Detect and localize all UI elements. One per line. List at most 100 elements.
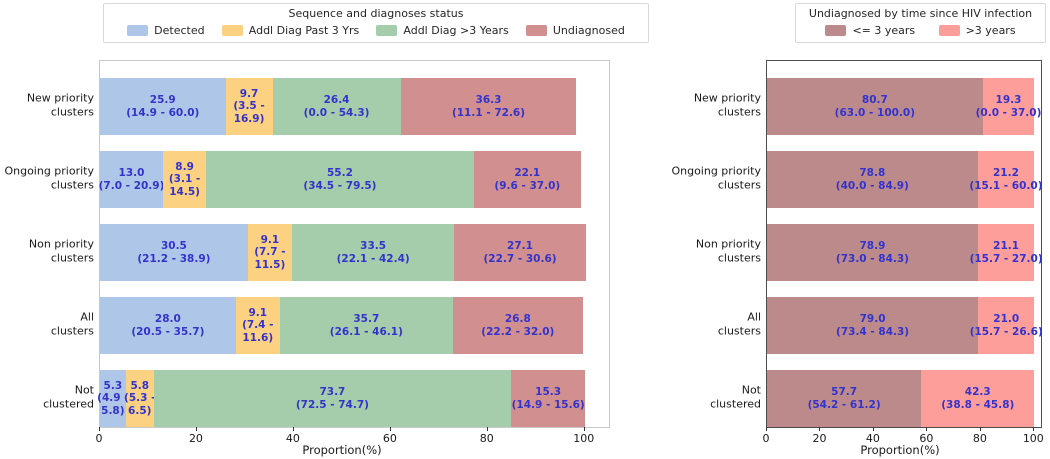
legend-swatch-icon: [525, 25, 547, 36]
x-tick-mark: [583, 427, 585, 431]
bar-segment: 36.3 (11.1 - 72.6): [400, 78, 577, 135]
x-tick-label: 40: [865, 432, 880, 445]
bar-segment: 26.8 (22.2 - 32.0): [452, 297, 583, 354]
y-tick-label: Non priority clusters: [695, 237, 761, 265]
bar-value-label: 21.1 (15.7 - 27.0): [969, 240, 1043, 265]
bar-value-label: 35.7 (26.1 - 46.1): [329, 313, 403, 338]
y-tick-label: Not clustered: [710, 383, 761, 411]
bar-row: 13.0 (7.0 - 20.9) 8.9 (3.1 - 14.5) 55.2 (3…: [99, 151, 609, 208]
bar-segment: 5.8 (5.3 - 6.5): [124, 370, 155, 427]
legend-item-label: Addl Diag >3 Years: [403, 24, 509, 37]
bar-value-label: 55.2 (34.5 - 79.5): [303, 167, 377, 192]
bar-row: 28.0 (20.5 - 35.7) 9.1 (7.4 - 11.6) 35.7 (…: [100, 297, 609, 354]
x-tick-mark: [819, 427, 821, 431]
x-tick-label: 80: [972, 432, 987, 445]
bar-row: 25.9 (14.9 - 60.0) 9.7 (3.5 - 16.9) 26.4 (…: [100, 78, 609, 135]
y-tick-label: New priority clusters: [26, 91, 94, 119]
bar-segment: 8.9 (3.1 - 14.5): [163, 151, 207, 208]
legend-item: <= 3 years: [825, 24, 915, 37]
bar-value-label: 8.9 (3.1 - 14.5): [168, 160, 201, 198]
bar-segment: 19.3 (0.0 - 37.0): [976, 78, 1041, 135]
bar-row: 78.8 (40.0 - 84.9) 21.2 (15.1 - 60.0): [767, 151, 1043, 208]
bar-segment: 30.5 (21.2 - 38.9): [100, 224, 248, 281]
bar-value-label: 79.0 (73.4 - 84.3): [836, 313, 910, 338]
bar-row: 80.7 (63.0 - 100.0) 19.3 (0.0 - 37.0): [767, 78, 1041, 135]
bar-segment: 25.9 (14.9 - 60.0): [100, 78, 226, 135]
legend-title: Sequence and diagnoses status: [288, 7, 464, 20]
legend-item: Detected: [127, 24, 205, 37]
bar-segment: 21.1 (15.7 - 27.0): [970, 224, 1043, 281]
bar-segment: 15.3 (14.9 - 15.6): [511, 370, 586, 427]
x-tick-label: 80: [479, 432, 494, 445]
bar-value-label: 19.3 (0.0 - 37.0): [975, 94, 1042, 119]
bar-row: 57.7 (54.2 - 61.2) 42.3 (38.8 - 45.8): [767, 370, 1041, 427]
bar-segment: 78.8 (40.0 - 84.9): [767, 151, 978, 208]
bar-segment: 79.0 (73.4 - 84.3): [767, 297, 979, 354]
legend-item: Undiagnosed: [525, 24, 625, 37]
bar-value-label: 9.1 (7.4 - 11.6): [242, 306, 274, 344]
plot-area: 25.9 (14.9 - 60.0) 9.7 (3.5 - 16.9) 26.4 (…: [97, 60, 610, 428]
bar-segment: 5.3 (4.9 - 5.8): [97, 370, 129, 427]
bar-row: 79.0 (73.4 - 84.3) 21.0 (15.7 - 26.6): [767, 297, 1043, 354]
bar-segment: 9.1 (7.7 - 11.5): [247, 224, 292, 281]
bar-row: 30.5 (21.2 - 38.9) 9.1 (7.7 - 11.5) 33.5 (…: [100, 224, 609, 281]
bar-value-label: 73.7 (72.5 - 74.7): [295, 386, 369, 411]
x-axis-label: Proportion(%): [302, 443, 382, 457]
bar-segment: 80.7 (63.0 - 100.0): [767, 78, 983, 135]
x-tick-label: 60: [919, 432, 934, 445]
y-tick-label: Ongoing priority clusters: [4, 164, 94, 192]
x-axis: 0 20 40 60 80 100: [96, 427, 608, 449]
x-tick-label: 20: [812, 432, 827, 445]
bar-value-label: 25.9 (14.9 - 60.0): [126, 94, 200, 119]
x-axis-label: Proportion(%): [860, 443, 940, 457]
bar-value-label: 26.8 (22.2 - 32.0): [481, 313, 555, 338]
x-axis: 0 20 40 60 80 100: [763, 427, 1044, 449]
bar-value-label: 21.2 (15.1 - 60.0): [969, 167, 1043, 192]
bar-value-label: 9.1 (7.7 - 11.5): [254, 233, 286, 271]
y-tick-label: Non priority clusters: [28, 237, 94, 265]
bar-row: 78.9 (73.0 - 84.3) 21.1 (15.7 - 27.0): [767, 224, 1043, 281]
bar-segment: 42.3 (38.8 - 45.8): [921, 370, 1035, 427]
bar-segment: 78.9 (73.0 - 84.3): [767, 224, 978, 281]
x-tick-mark: [1033, 427, 1035, 431]
legend-title: Undiagnosed by time since HIV infection: [808, 7, 1033, 20]
legend: Undiagnosed by time since HIV infection …: [795, 3, 1046, 43]
x-tick-mark: [979, 427, 981, 431]
bar-value-label: 42.3 (38.8 - 45.8): [941, 386, 1015, 411]
bar-segment: 22.1 (9.6 - 37.0): [473, 151, 581, 208]
x-tick-mark: [486, 427, 488, 431]
legend-swatch-icon: [376, 25, 398, 36]
bar-segment: 9.1 (7.4 - 11.6): [235, 297, 280, 354]
bar-segment: 28.0 (20.5 - 35.7): [100, 297, 236, 354]
legend-items: <= 3 years >3 years: [802, 24, 1039, 37]
x-tick-label: 100: [1022, 432, 1044, 445]
bar-segment: 13.0 (7.0 - 20.9): [99, 151, 164, 208]
x-tick-mark: [389, 427, 391, 431]
bar-value-label: 27.1 (22.7 - 30.6): [483, 240, 557, 265]
legend: Sequence and diagnoses status Detected Ad…: [103, 3, 649, 43]
bar-row: 5.3 (4.9 - 5.8)5.8 (5.3 - 6.5) 73.7 (72.5…: [97, 370, 609, 427]
bar-segment: 57.7 (54.2 - 61.2): [767, 370, 922, 427]
legend-swatch-icon: [127, 25, 149, 36]
legend-item-label: >3 years: [965, 24, 1016, 37]
y-tick-label: New priority clusters: [693, 91, 761, 119]
y-tick-label: All clusters: [50, 310, 94, 338]
x-tick-mark: [926, 427, 928, 431]
bar-value-label: 80.7 (63.0 - 100.0): [834, 94, 916, 119]
plot-area: 80.7 (63.0 - 100.0) 19.3 (0.0 - 37.0) 78.8…: [766, 60, 1043, 428]
legend-item-label: Addl Diag Past 3 Yrs: [248, 24, 360, 37]
bar-segment: 55.2 (34.5 - 79.5): [206, 151, 474, 208]
x-tick-label: 60: [382, 432, 397, 445]
bar-value-label: 78.8 (40.0 - 84.9): [835, 167, 909, 192]
bar-value-label: 30.5 (21.2 - 38.9): [137, 240, 211, 265]
x-tick-label: 40: [285, 432, 300, 445]
bar-value-label: 26.4 (0.0 - 54.3): [303, 94, 370, 119]
y-tick-label: All clusters: [717, 310, 761, 338]
x-tick-mark: [99, 427, 100, 431]
bar-segment: 21.2 (15.1 - 60.0): [969, 151, 1043, 208]
y-tick-label: Not clustered: [43, 383, 94, 411]
legend-item-label: <= 3 years: [852, 24, 916, 37]
bar-value-label: 5.8 (5.3 - 6.5): [124, 379, 155, 417]
bar-segment: 73.7 (72.5 - 74.7): [153, 370, 512, 427]
